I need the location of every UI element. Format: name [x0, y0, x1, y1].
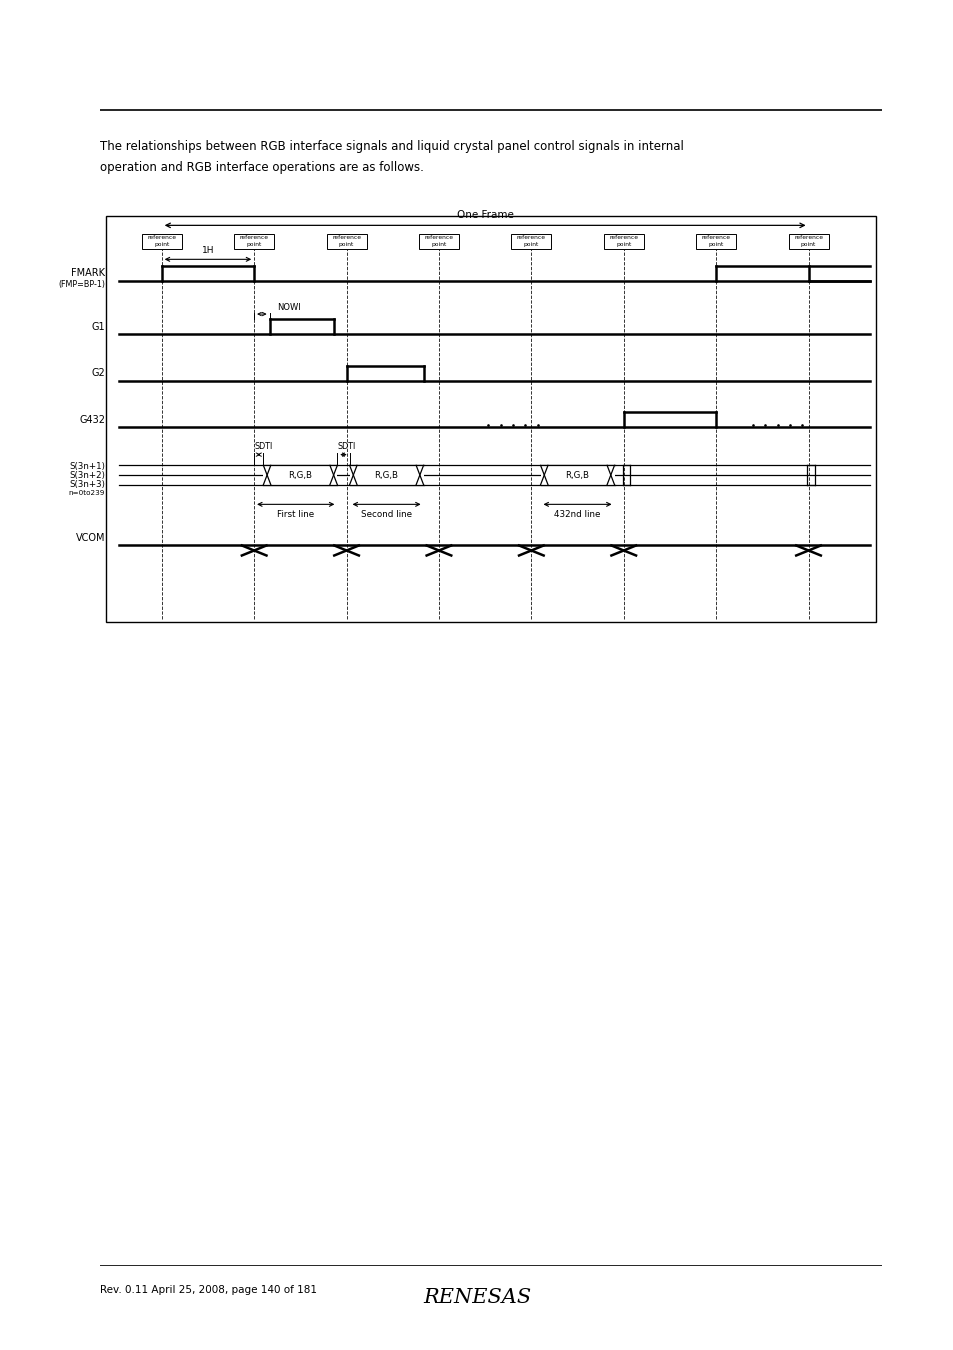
- Bar: [263, 466, 337, 485]
- Text: The relationships between RGB interface signals and liquid crystal panel control: The relationships between RGB interface …: [100, 140, 683, 154]
- Bar: [540, 466, 614, 485]
- Text: reference
point: reference point: [793, 235, 822, 247]
- Text: FMARK: FMARK: [71, 267, 105, 278]
- Text: Second line: Second line: [361, 510, 412, 518]
- Bar: [696, 234, 736, 248]
- Text: reference
point: reference point: [609, 235, 638, 247]
- Text: S(3n+2): S(3n+2): [70, 471, 105, 479]
- Text: G2: G2: [91, 369, 105, 378]
- Text: reference
point: reference point: [239, 235, 269, 247]
- Text: operation and RGB interface operations are as follows.: operation and RGB interface operations a…: [100, 161, 423, 174]
- Text: S(3n+1): S(3n+1): [70, 462, 105, 471]
- Text: (FMP=BP-1): (FMP=BP-1): [58, 279, 105, 289]
- Text: R,G,B: R,G,B: [565, 471, 589, 479]
- Bar: [603, 234, 643, 248]
- Bar: [349, 466, 423, 485]
- Text: R,G,B: R,G,B: [375, 471, 398, 479]
- Text: First line: First line: [276, 510, 314, 518]
- Bar: [142, 234, 182, 248]
- Text: NOWI: NOWI: [277, 304, 301, 312]
- Bar: [326, 234, 366, 248]
- Bar: [233, 234, 274, 248]
- Text: 432nd line: 432nd line: [554, 510, 600, 518]
- Text: n=0to239: n=0to239: [69, 490, 105, 497]
- Text: reference
point: reference point: [700, 235, 730, 247]
- Bar: [418, 234, 458, 248]
- Text: VCOM: VCOM: [75, 533, 105, 543]
- Text: reference
point: reference point: [424, 235, 453, 247]
- Bar: [511, 234, 551, 248]
- Text: S(3n+3): S(3n+3): [70, 481, 105, 489]
- Text: 1H: 1H: [201, 246, 214, 255]
- Text: One Frame: One Frame: [456, 211, 513, 220]
- Text: R,G,B: R,G,B: [288, 471, 312, 479]
- Text: SDTI: SDTI: [337, 441, 355, 451]
- Text: reference
point: reference point: [517, 235, 545, 247]
- Text: Rev. 0.11 April 25, 2008, page 140 of 181: Rev. 0.11 April 25, 2008, page 140 of 18…: [100, 1285, 316, 1295]
- Text: G432: G432: [79, 414, 105, 424]
- Text: reference
point: reference point: [332, 235, 360, 247]
- Text: G1: G1: [91, 321, 105, 332]
- Bar: [788, 234, 828, 248]
- Text: SDTI: SDTI: [253, 441, 273, 451]
- Text: reference
point: reference point: [147, 235, 176, 247]
- Text: RENESAS: RENESAS: [422, 1288, 531, 1307]
